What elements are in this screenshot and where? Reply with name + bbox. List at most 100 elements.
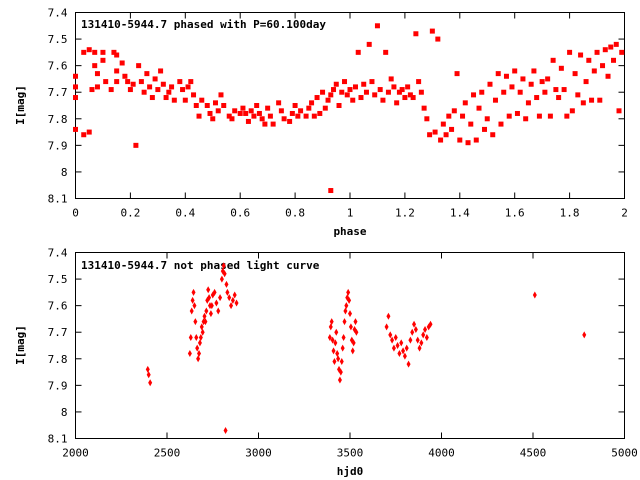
- data-point: [432, 129, 438, 135]
- data-point: [468, 121, 474, 127]
- data-point: [196, 113, 202, 119]
- data-point: [317, 110, 323, 116]
- data-point: [187, 349, 192, 357]
- data-point: [133, 142, 139, 148]
- data-point: [339, 357, 344, 365]
- data-point: [125, 79, 131, 85]
- data-point: [547, 113, 553, 119]
- data-point: [476, 105, 482, 111]
- data-point: [506, 113, 512, 119]
- data-point: [256, 110, 262, 116]
- data-point: [245, 118, 251, 124]
- data-point: [210, 116, 216, 122]
- data-point: [336, 103, 342, 108]
- x-tick-label: 1.8: [560, 207, 580, 220]
- data-point: [130, 81, 136, 87]
- data-point: [94, 84, 100, 90]
- data-point: [333, 81, 339, 87]
- data-point: [348, 323, 353, 331]
- data-point: [207, 294, 212, 302]
- data-point: [234, 299, 239, 307]
- data-point: [372, 92, 378, 98]
- data-point: [429, 28, 435, 34]
- data-point: [421, 331, 426, 339]
- y-tick-label: 7.6: [48, 300, 68, 313]
- data-point: [328, 323, 333, 331]
- data-point: [207, 110, 213, 116]
- data-point: [259, 116, 265, 122]
- data-point: [520, 76, 526, 82]
- data-point: [572, 71, 578, 77]
- data-point: [73, 126, 78, 132]
- data-point: [490, 132, 496, 138]
- data-point: [347, 87, 353, 93]
- data-point: [314, 95, 320, 101]
- data-point: [582, 331, 587, 339]
- data-point: [298, 108, 304, 114]
- data-point: [197, 339, 202, 347]
- data-point: [417, 344, 422, 352]
- data-point: [199, 323, 204, 331]
- y-tick-label: 7.5: [48, 33, 68, 46]
- data-point: [229, 116, 235, 122]
- data-point: [119, 60, 125, 66]
- data-point: [421, 105, 427, 111]
- x-tick-label: 0.6: [230, 207, 250, 220]
- data-point: [227, 294, 232, 302]
- data-point: [412, 320, 417, 328]
- data-point: [410, 328, 415, 336]
- data-point: [328, 188, 334, 194]
- data-point: [265, 105, 271, 111]
- data-point: [487, 81, 493, 87]
- data-point: [204, 103, 210, 108]
- data-point: [424, 334, 429, 342]
- data-point: [336, 355, 341, 363]
- data-point: [328, 92, 334, 98]
- y-tick-label: 7.8: [48, 113, 68, 126]
- data-point: [295, 113, 301, 119]
- data-point: [188, 334, 193, 342]
- y-tick-label: 7.6: [48, 60, 68, 73]
- data-point: [138, 79, 144, 85]
- data-point: [343, 307, 348, 315]
- data-point: [354, 328, 359, 336]
- phased-y-axis-label: I[mag]: [14, 85, 27, 125]
- data-point: [619, 49, 625, 55]
- data-point: [401, 347, 406, 355]
- x-tick-label: 2: [621, 207, 628, 220]
- x-tick-label: 1.2: [395, 207, 415, 220]
- data-point: [303, 113, 309, 119]
- data-point: [532, 291, 537, 299]
- data-point: [122, 73, 128, 79]
- x-tick-label: 3500: [337, 447, 364, 460]
- data-point: [81, 49, 87, 55]
- data-point: [404, 344, 409, 352]
- data-point: [114, 52, 120, 58]
- data-point: [191, 288, 196, 296]
- data-point: [402, 352, 407, 360]
- data-point: [457, 137, 463, 143]
- data-point: [353, 318, 358, 326]
- phased-data-points: [73, 23, 625, 194]
- data-point: [503, 73, 509, 79]
- data-point: [149, 95, 155, 101]
- phased-light-curve-panel: 131410-5944.7 phased with P=60.100day ph…: [14, 7, 628, 239]
- data-point: [350, 347, 355, 355]
- x-tick-label: 0.8: [285, 207, 305, 220]
- data-point: [152, 76, 158, 82]
- data-point: [589, 97, 595, 103]
- data-point: [86, 47, 92, 53]
- data-point: [226, 113, 232, 119]
- data-point: [248, 108, 254, 114]
- data-point: [608, 44, 614, 50]
- data-point: [567, 49, 573, 55]
- data-point: [410, 95, 416, 101]
- data-point: [391, 344, 396, 352]
- data-point: [512, 68, 518, 74]
- data-point: [240, 105, 246, 111]
- data-point: [331, 87, 337, 93]
- data-point: [369, 79, 375, 85]
- data-point: [144, 71, 150, 77]
- data-point: [495, 71, 501, 77]
- data-point: [341, 334, 346, 342]
